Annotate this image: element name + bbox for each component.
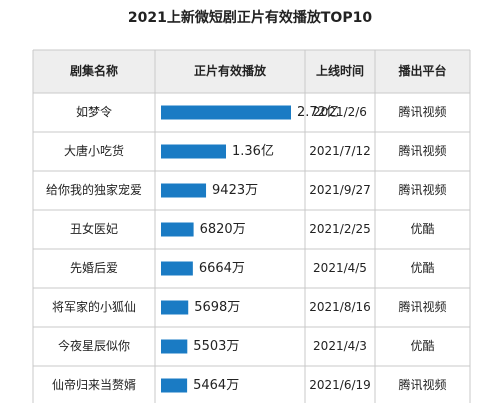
header-cell: 剧集名称 <box>70 63 118 78</box>
drama-name: 丑女医妃 <box>70 221 118 236</box>
drama-name: 今夜星辰似你 <box>58 338 130 353</box>
play-bar <box>161 339 188 354</box>
platform: 优酷 <box>410 222 434 236</box>
play-bar <box>161 183 207 198</box>
platform: 腾讯视频 <box>398 104 446 119</box>
platform: 优酷 <box>410 261 434 275</box>
drama-name: 如梦令 <box>76 104 112 119</box>
drama-name: 大唐小吃货 <box>64 143 124 158</box>
play-bar <box>161 261 193 276</box>
header-bg <box>33 50 470 93</box>
title: 2021上新微短剧正片有效播放TOP10 <box>128 9 372 26</box>
play-bar <box>161 222 194 237</box>
release-date: 2021/7/12 <box>309 144 371 158</box>
platform: 优酷 <box>410 339 434 353</box>
play-label: 5698万 <box>194 300 240 315</box>
play-label: 9423万 <box>212 183 258 198</box>
drama-name: 仙帝归来当赘婿 <box>52 377 136 392</box>
play-label: 6664万 <box>199 261 245 276</box>
play-label: 1.36亿 <box>232 144 274 159</box>
header-cell: 播出平台 <box>398 63 446 78</box>
release-date: 2021/4/5 <box>313 261 367 275</box>
play-label: 5503万 <box>193 339 239 354</box>
play-bar <box>161 300 189 315</box>
play-bar <box>161 144 226 159</box>
play-label: 2.72亿 <box>297 105 339 120</box>
header-cell: 上线时间 <box>316 63 364 78</box>
release-date: 2021/8/16 <box>309 300 371 314</box>
play-bar <box>161 378 188 393</box>
platform: 腾讯视频 <box>398 299 446 314</box>
drama-name: 给你我的独家宠爱 <box>46 182 142 197</box>
release-date: 2021/4/3 <box>313 339 367 353</box>
release-date: 2021/2/25 <box>309 222 371 236</box>
release-date: 2021/2/6 <box>313 105 367 119</box>
drama-name: 先婚后爱 <box>70 261 118 275</box>
release-date: 2021/9/27 <box>309 183 371 197</box>
header-cell: 正片有效播放 <box>194 63 267 78</box>
platform: 腾讯视频 <box>398 377 446 392</box>
play-label: 5464万 <box>193 378 239 393</box>
platform: 腾讯视频 <box>398 143 446 158</box>
release-date: 2021/6/19 <box>309 378 371 392</box>
drama-name: 将军家的小狐仙 <box>52 299 136 314</box>
play-bar <box>161 105 291 120</box>
platform: 腾讯视频 <box>398 182 446 197</box>
play-label: 6820万 <box>200 222 246 237</box>
